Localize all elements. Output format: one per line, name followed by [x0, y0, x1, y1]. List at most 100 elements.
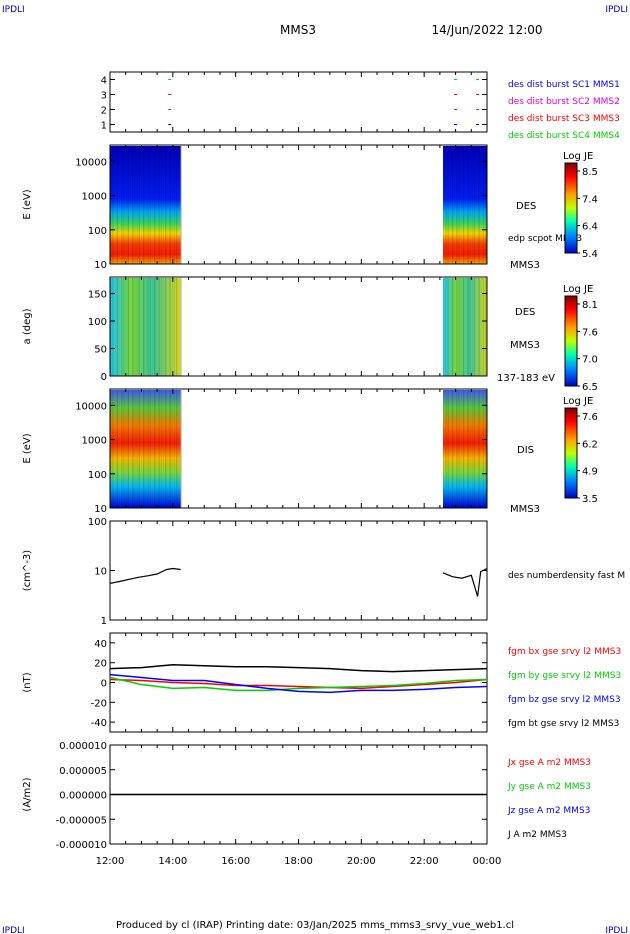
- y-tick-label: -40: [91, 718, 107, 729]
- spectrogram-texture: [473, 146, 476, 264]
- y-tick-label: 40: [94, 639, 107, 650]
- spectrogram-block: [443, 278, 487, 376]
- spectrogram-texture: [173, 390, 176, 508]
- spectrogram-texture: [116, 278, 119, 376]
- spectrogram-texture: [480, 146, 482, 264]
- spectrogram-block: [110, 278, 181, 376]
- spectrogram-texture: [134, 390, 136, 508]
- y-axis-label: a (deg): [22, 308, 33, 344]
- spectrogram-texture: [456, 278, 458, 376]
- spectrogram-texture: [178, 390, 180, 508]
- spectrogram-texture: [162, 390, 165, 508]
- spectrogram-texture: [120, 278, 123, 376]
- spectrogram-texture: [147, 146, 149, 264]
- spectrogram-texture: [465, 278, 467, 376]
- colorbar: [564, 162, 578, 254]
- instrument-label: DIS: [517, 445, 534, 456]
- x-tick-label: 12:00: [96, 856, 125, 867]
- spectrogram-texture: [454, 390, 456, 508]
- spectrogram-texture: [125, 390, 127, 508]
- legend-entry: des dist burst SC3 MMS3: [508, 114, 620, 124]
- spectrogram-texture: [469, 278, 471, 376]
- energy-range-label: 137-183 eV: [497, 373, 555, 384]
- spectrogram-texture: [476, 390, 478, 508]
- field-series-line: [109, 673, 488, 694]
- field-series-line: [109, 678, 488, 690]
- spectrogram-texture: [110, 278, 112, 376]
- y-tick-label: 1: [101, 616, 107, 627]
- spacecraft-label: MMS3: [510, 504, 540, 515]
- y-tick-label: 10000: [75, 157, 107, 168]
- spectrogram-texture: [142, 390, 145, 508]
- spectrogram-texture: [142, 146, 145, 264]
- y-tick-label: 100: [88, 317, 107, 328]
- y-tick-label: 0.000005: [59, 766, 107, 777]
- spectrogram-texture: [142, 278, 145, 376]
- datetime-title: 14/Jun/2022 12:00: [431, 23, 542, 37]
- spectrogram-texture: [162, 146, 165, 264]
- spectrogram-texture: [127, 146, 130, 264]
- y-tick-label: -20: [91, 698, 107, 709]
- spectrogram-texture: [476, 146, 478, 264]
- spectrogram-texture: [160, 278, 163, 376]
- y-axis-label: (A/m2): [22, 777, 33, 811]
- density-series-line: [109, 567, 181, 584]
- spectrogram-texture: [469, 146, 471, 264]
- x-tick-label: 18:00: [284, 856, 313, 867]
- y-tick-label: 100: [88, 517, 107, 528]
- x-tick-label: 22:00: [410, 856, 439, 867]
- spectrogram-texture: [169, 278, 171, 376]
- y-axis-label: (cm^-3): [22, 550, 33, 591]
- legend-entry: fgm bt gse srvy l2 MMS3: [508, 719, 619, 729]
- x-tick-label: 16:00: [221, 856, 250, 867]
- spectrogram-texture: [153, 146, 156, 264]
- spectrogram-texture: [147, 390, 149, 508]
- y-tick-label: -0.000010: [56, 840, 107, 851]
- spectrogram-texture: [484, 390, 487, 508]
- spectrogram-texture: [131, 390, 134, 508]
- colorbar-tick-label: 6.2: [582, 439, 598, 450]
- spectrogram-texture: [456, 146, 458, 264]
- spectrogram-texture: [480, 390, 482, 508]
- spectrogram-texture: [116, 390, 119, 508]
- y-tick-label: 3: [101, 91, 107, 102]
- corner-label-bottom-left: IPDLI: [2, 926, 25, 934]
- spectrogram-texture: [180, 278, 182, 376]
- spectrogram-texture: [175, 390, 178, 508]
- spectrogram-texture: [140, 146, 143, 264]
- spectrogram-texture: [445, 278, 447, 376]
- spectrogram-texture: [473, 390, 476, 508]
- y-axis-label: (nT): [22, 672, 33, 692]
- spectrogram-texture: [114, 390, 116, 508]
- spectrogram-texture: [443, 146, 445, 264]
- spectrogram-texture: [171, 390, 174, 508]
- legend-entry: des numberdensity fast M: [508, 571, 625, 581]
- y-tick-label: 100: [88, 470, 107, 481]
- legend-entry: des dist burst SC1 MMS1: [508, 80, 620, 90]
- y-tick-label: 10000: [75, 401, 107, 412]
- spacecraft-label: MMS3: [510, 260, 540, 271]
- spectrogram-texture: [460, 278, 463, 376]
- legend-entry: Jy gse A m2 MMS3: [507, 782, 591, 792]
- field-series-line: [109, 663, 488, 673]
- spectrogram-texture: [169, 390, 171, 508]
- spectrogram-texture: [138, 146, 141, 264]
- x-tick-label: 20:00: [347, 856, 376, 867]
- spectrogram-texture: [140, 278, 143, 376]
- spectrogram-block: [110, 390, 181, 508]
- colorbar-title: Log JE: [563, 284, 593, 295]
- spectrogram-texture: [153, 390, 156, 508]
- spectrogram-texture: [123, 390, 125, 508]
- x-tick-label: 00:00: [473, 856, 502, 867]
- spectrogram-texture: [471, 390, 474, 508]
- spectrogram-texture: [482, 146, 485, 264]
- spectrogram-texture: [478, 278, 480, 376]
- y-tick-label: 10: [94, 504, 107, 515]
- legend-entry: J A m2 MMS3: [507, 830, 567, 840]
- x-tick-label: 14:00: [158, 856, 187, 867]
- legend-entry: Jx gse A m2 MMS3: [507, 758, 591, 768]
- spectrogram-texture: [443, 390, 445, 508]
- spectrogram-texture: [175, 278, 178, 376]
- legend-entry: fgm bx gse srvy l2 MMS3: [508, 647, 621, 657]
- spectrogram-texture: [471, 278, 474, 376]
